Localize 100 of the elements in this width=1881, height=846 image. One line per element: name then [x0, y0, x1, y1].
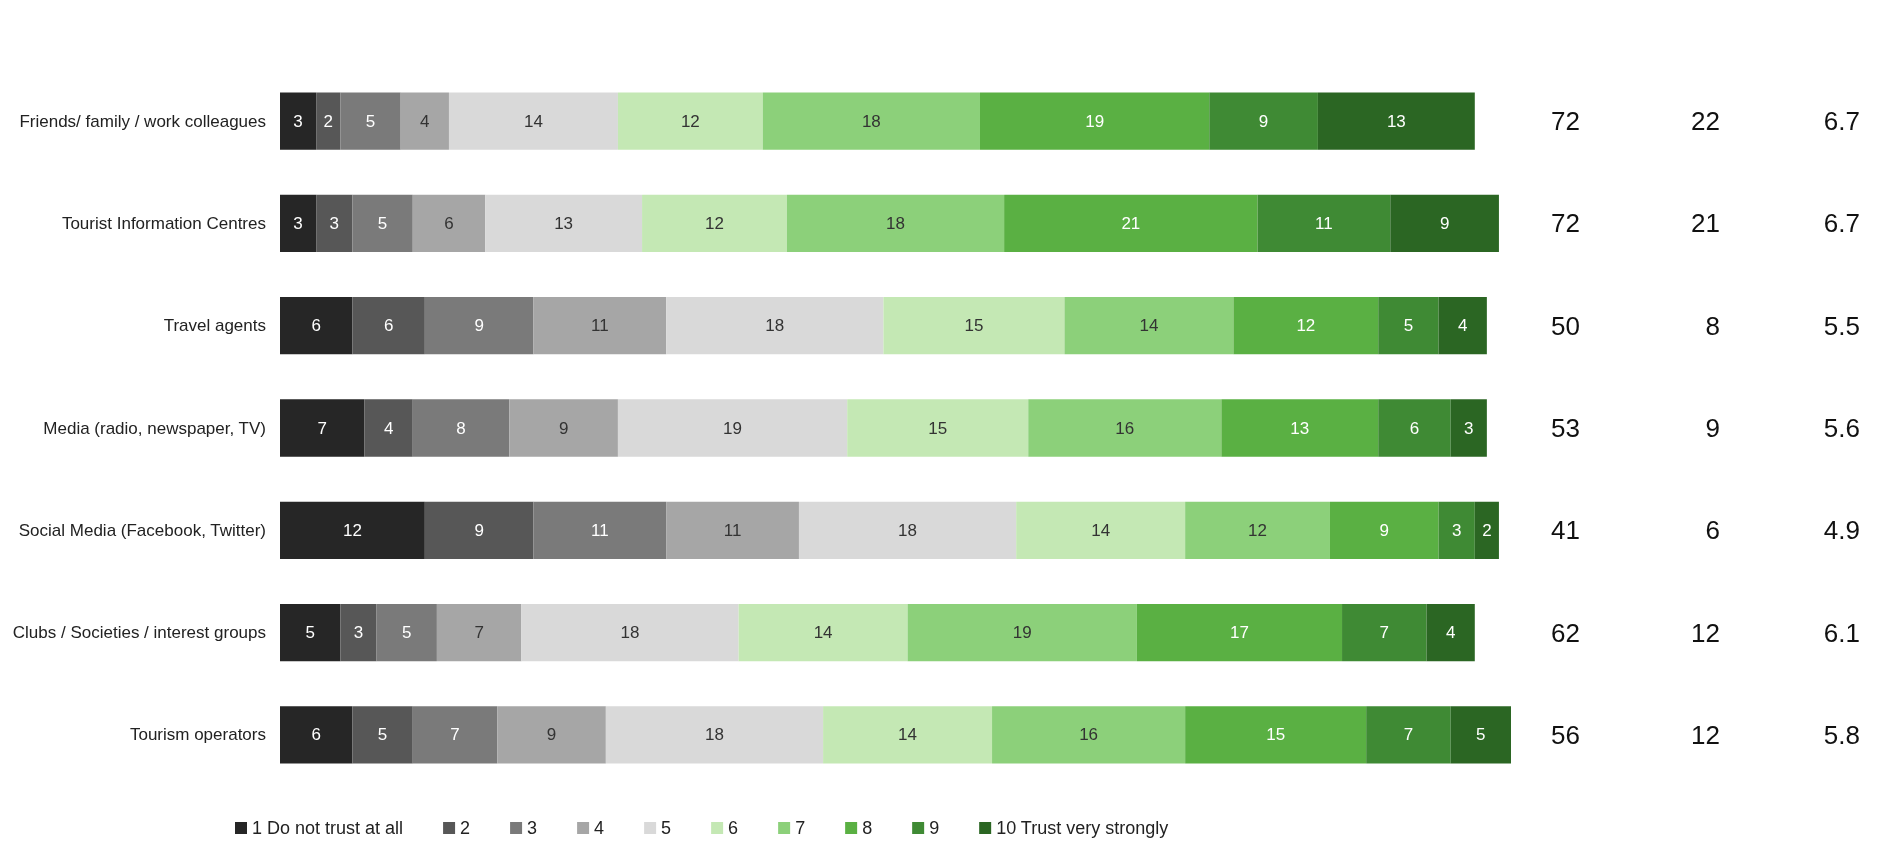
bar — [823, 706, 993, 764]
data-label: 8 — [456, 418, 466, 438]
text: 9 — [1705, 413, 1720, 443]
bar — [666, 297, 884, 355]
data-label: 2 — [323, 111, 334, 131]
data-label: 3 — [1451, 520, 1462, 540]
bar — [666, 501, 799, 559]
bar — [1317, 92, 1475, 150]
bar — [376, 603, 437, 662]
text: 53 — [1551, 413, 1580, 443]
data-label: 16 — [1115, 418, 1135, 438]
bar — [1136, 603, 1343, 662]
legend-label: 6 — [728, 818, 739, 838]
legend-label: 9 — [929, 818, 940, 838]
bar — [340, 92, 401, 150]
data-label: 15 — [928, 418, 948, 438]
data-label: 9 — [1258, 111, 1269, 131]
text: 56 — [1551, 719, 1580, 750]
bar — [352, 194, 413, 253]
bar — [883, 297, 1065, 355]
bar — [436, 603, 522, 662]
data-label: 18 — [898, 520, 918, 540]
bar — [738, 603, 908, 662]
data-label: 18 — [705, 725, 724, 745]
bar — [1221, 399, 1379, 457]
data-label: 12 — [342, 520, 362, 540]
text: 5.5 — [1823, 310, 1860, 341]
data-label: 9 — [546, 725, 557, 745]
data-label: 13 — [1386, 111, 1406, 131]
data-label: 17 — [1229, 623, 1249, 643]
data-label: 9 — [474, 520, 484, 540]
data-label: 15 — [964, 316, 984, 336]
data-label: 16 — [1079, 725, 1099, 745]
data-label: 12 — [680, 111, 700, 131]
bar — [280, 501, 425, 559]
data-label: 14 — [1091, 520, 1111, 540]
bar — [280, 706, 353, 764]
bar — [1185, 501, 1330, 559]
data-label: 12 — [1248, 520, 1268, 540]
bar — [907, 603, 1137, 662]
text: 6 — [1705, 515, 1720, 546]
bar — [1378, 399, 1451, 457]
data-label: 4 — [1445, 623, 1456, 643]
data-label: 15 — [1266, 725, 1286, 745]
data-label: 5 — [401, 623, 412, 643]
data-label: 9 — [1439, 213, 1450, 233]
data-label: 4 — [420, 111, 430, 131]
data-label: 19 — [1085, 111, 1105, 131]
bar — [1450, 399, 1487, 457]
legend-label: 1 Do not trust at all — [252, 818, 404, 838]
bar — [316, 194, 353, 253]
data-label: 5 — [1403, 316, 1414, 336]
bar — [424, 297, 534, 355]
bar — [1004, 194, 1258, 253]
legend-label: 3 — [527, 818, 538, 838]
bar — [979, 92, 1210, 150]
bar — [617, 399, 848, 457]
data-label: 7 — [1379, 623, 1390, 643]
data-label: 12 — [705, 213, 724, 233]
bar — [1185, 706, 1367, 764]
legend-label: 5 — [661, 818, 672, 838]
bar — [280, 399, 365, 457]
data-label: 14 — [898, 725, 918, 745]
y-tick-label: Travel agents — [163, 316, 266, 336]
data-label: 3 — [353, 623, 364, 643]
text: 5.6 — [1823, 413, 1860, 443]
text: 12 — [1691, 719, 1720, 750]
bar — [485, 194, 643, 253]
data-label: 13 — [554, 213, 574, 233]
bar — [642, 194, 787, 253]
bar — [798, 501, 1017, 559]
bar — [316, 92, 341, 150]
data-label: 7 — [474, 623, 484, 643]
bar — [412, 194, 486, 253]
bar — [340, 603, 377, 662]
data-label: 3 — [293, 111, 303, 131]
bar — [1342, 603, 1427, 662]
y-tick-label: Clubs / Societies / interest groups — [12, 623, 266, 643]
text: 12 — [1691, 617, 1720, 648]
bar — [1450, 706, 1511, 764]
bar — [992, 706, 1186, 764]
data-label: 11 — [590, 316, 609, 336]
text: 41 — [1551, 515, 1580, 546]
data-label: 18 — [861, 111, 881, 131]
bar — [605, 706, 824, 764]
text: 4.9 — [1823, 515, 1860, 546]
bar — [280, 297, 353, 355]
text: 22 — [1691, 106, 1720, 137]
text: 72 — [1551, 208, 1580, 239]
data-label: 5 — [377, 213, 388, 233]
data-label: 14 — [523, 111, 543, 131]
data-label: 4 — [1457, 316, 1468, 336]
y-tick-label: Tourism operators — [129, 725, 266, 745]
bar — [533, 501, 667, 559]
bar — [1390, 194, 1499, 253]
data-label: 3 — [293, 213, 303, 233]
text: 6.7 — [1823, 106, 1860, 137]
data-label: 7 — [1403, 725, 1414, 745]
data-label: 11 — [723, 520, 742, 540]
data-label: 5 — [305, 623, 315, 643]
